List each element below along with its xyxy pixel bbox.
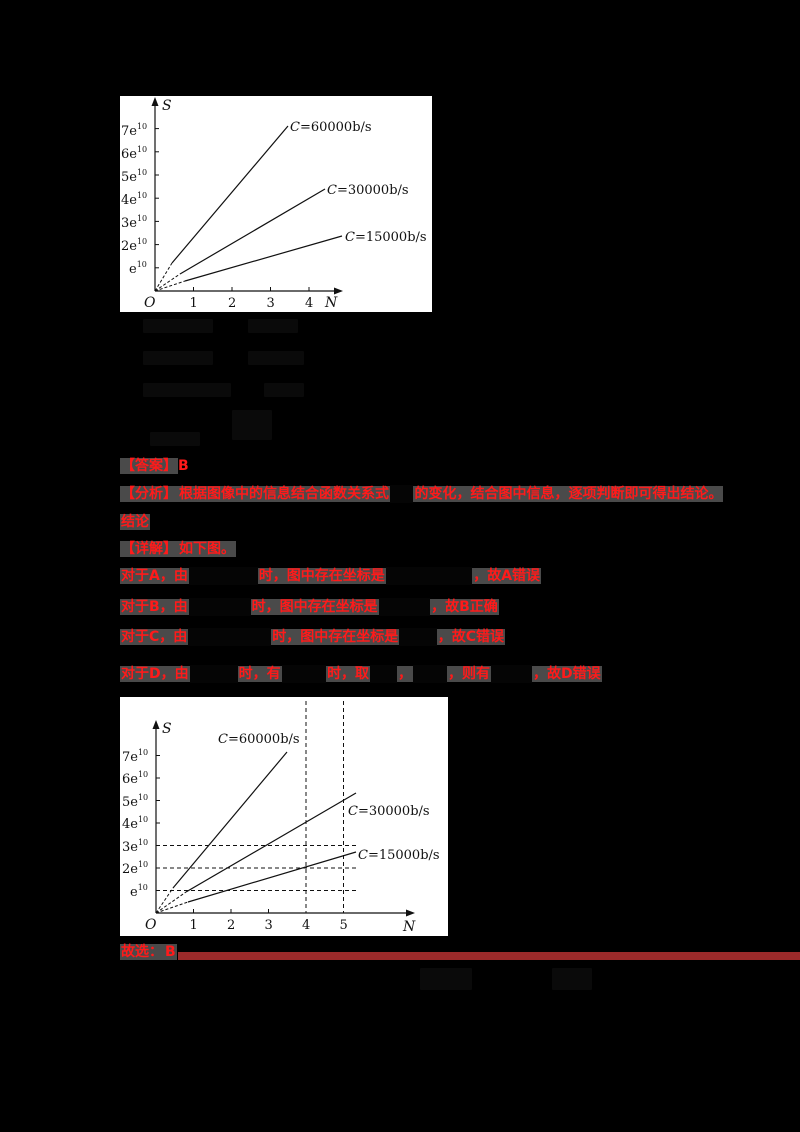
option-formula-a-rhs	[248, 319, 298, 333]
answer-tag: 【答案】	[120, 458, 178, 474]
formula-image	[390, 485, 414, 503]
final-answer-line: 故选： B	[120, 942, 177, 962]
svg-text:3e10: 3e10	[122, 838, 148, 855]
chart-2: S N O 1 2 3 4 5 e10 2e1	[122, 701, 440, 935]
formula-image	[188, 598, 251, 616]
x-axis-arrow-icon	[334, 287, 343, 295]
origin-label: O	[145, 917, 157, 933]
svg-text:6e10: 6e10	[121, 145, 147, 162]
origin-label: O	[144, 295, 156, 311]
option-formula-d-rhs	[232, 410, 272, 440]
series-c30000: C=30000b/s	[154, 183, 409, 292]
svg-text:7e10: 7e10	[121, 122, 147, 139]
formula-image	[370, 665, 398, 683]
svg-text:C=60000b/s: C=60000b/s	[218, 732, 300, 747]
y-axis-arrow-icon	[152, 720, 160, 729]
svg-text:4: 4	[302, 918, 310, 933]
y-axis-label: S	[162, 98, 172, 114]
svg-text:2e10: 2e10	[122, 860, 148, 877]
detail-line: 【详解】 如下图。	[120, 541, 236, 557]
y-axis-arrow-icon	[151, 97, 159, 106]
svg-text:C=15000b/s: C=15000b/s	[345, 230, 427, 245]
svg-text:C=30000b/s: C=30000b/s	[348, 804, 430, 819]
option-formula-a	[143, 319, 213, 333]
svg-text:C=60000b/s: C=60000b/s	[290, 120, 372, 135]
formula-image	[188, 567, 258, 585]
formula-image	[385, 567, 473, 585]
x-ticks: 1 2 3 4 5	[190, 909, 348, 933]
svg-text:4: 4	[305, 296, 313, 311]
svg-text:1: 1	[190, 918, 198, 933]
analysis-line: 【分析】 根据图像中的信息结合函数关系式 的变化，结合图中信息，逐项判断即可得出结…	[120, 485, 724, 503]
svg-text:7e10: 7e10	[122, 748, 148, 765]
svg-text:2e10: 2e10	[121, 237, 147, 254]
option-c-line: 对于C，由 时，图中存在坐标是 ，故C错误	[120, 628, 505, 646]
formula-image	[399, 628, 437, 646]
x-axis-label: N	[402, 919, 416, 935]
series-c15000: C=15000b/s	[154, 230, 427, 292]
option-formula-d	[150, 432, 200, 446]
y-ticks: e10 2e10 3e10 4e10 5e10 6e10 7e10	[121, 122, 159, 277]
formula-image	[281, 665, 327, 683]
option-formula-b-rhs	[248, 351, 304, 365]
option-formula-c-rhs	[264, 383, 304, 397]
y-ticks: e10 2e10 3e10 4e10 5e10 6e10 7e10	[122, 748, 160, 900]
chart-1: S N O 1 2 3 4 e10 2e10 3e10 4e10 5	[121, 97, 427, 311]
formula-image	[189, 665, 238, 683]
formula-image	[413, 665, 448, 683]
option-b-line: 对于B，由 时，图中存在坐标是 ，故B正确	[120, 598, 499, 616]
formula-image	[378, 598, 431, 616]
footer-formula-2	[552, 968, 592, 990]
option-d-line: 对于D，由 时，有 时，取 ， ，则有 ，故D错误	[120, 665, 602, 683]
svg-text:3e10: 3e10	[121, 214, 147, 231]
answer-line: 【答案】B	[120, 456, 189, 476]
divider-rule	[178, 952, 800, 960]
formula-image	[491, 665, 532, 683]
svg-text:C=15000b/s: C=15000b/s	[358, 848, 440, 863]
chart-1-panel: S N O 1 2 3 4 e10 2e10 3e10 4e10 5	[120, 96, 432, 312]
footer-formula-1	[420, 968, 472, 990]
analysis-line-cont: 结论	[120, 514, 150, 530]
svg-text:2: 2	[227, 918, 235, 933]
svg-text:e10: e10	[130, 883, 148, 900]
svg-text:5e10: 5e10	[122, 793, 148, 810]
series-c30000: C=30000b/s	[155, 792, 430, 914]
svg-text:2: 2	[228, 296, 236, 311]
series-c15000: C=15000b/s	[155, 848, 440, 914]
svg-text:4e10: 4e10	[122, 815, 148, 832]
svg-text:1: 1	[190, 296, 198, 311]
svg-text:5e10: 5e10	[121, 168, 147, 185]
option-a-line: 对于A，由 时，图中存在坐标是 ，故A错误	[120, 567, 542, 585]
option-formula-b	[143, 351, 213, 365]
final-value: B	[164, 944, 177, 960]
reference-lines	[156, 701, 356, 913]
chart-2-panel: S N O 1 2 3 4 5 e10 2e1	[120, 697, 448, 936]
x-ticks: 1 2 3 4	[190, 287, 313, 311]
series-c60000: C=60000b/s	[154, 120, 372, 292]
x-axis-arrow-icon	[406, 909, 415, 917]
svg-text:e10: e10	[129, 260, 147, 277]
series-c60000: C=60000b/s	[155, 732, 300, 914]
final-tag: 故选：	[120, 944, 164, 960]
x-axis-label: N	[324, 295, 338, 311]
answer-value: B	[178, 458, 189, 474]
svg-text:C=30000b/s: C=30000b/s	[327, 183, 409, 198]
svg-text:3: 3	[265, 918, 273, 933]
svg-text:4e10: 4e10	[121, 191, 147, 208]
svg-text:3: 3	[267, 296, 275, 311]
option-formula-c	[143, 383, 231, 397]
formula-image	[188, 628, 272, 646]
svg-text:5: 5	[340, 918, 348, 933]
svg-text:6e10: 6e10	[122, 770, 148, 787]
y-axis-label: S	[162, 721, 172, 737]
